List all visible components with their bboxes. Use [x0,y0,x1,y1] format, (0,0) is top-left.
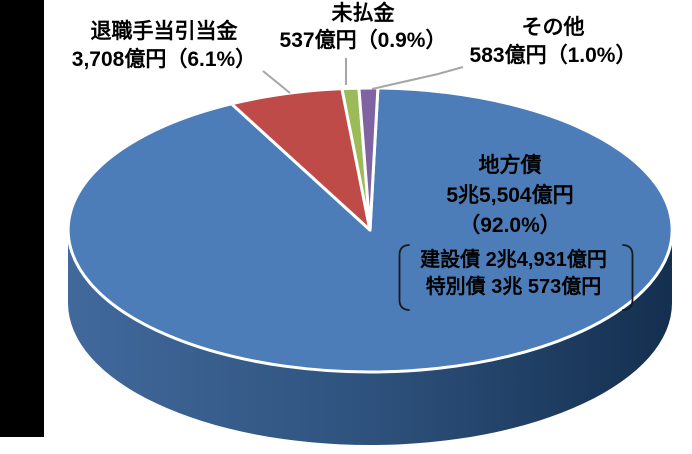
leader-lines [262,58,464,94]
pie-side-face [68,230,672,445]
label-chihosai: 地方債 5兆5,504億円 （92.0%） [404,151,616,241]
label-sonota-value: 583億円（1.0%） [469,44,637,67]
label-mibarai-value: 537億円（0.9%） [279,29,447,52]
label-breakdown-kensetsu: 建設債 2兆4,931億円 [420,249,607,271]
left-black-bar [0,0,44,437]
label-taishoku-name: 退職手当引当金 [90,20,238,43]
label-mibarai-name: 未払金 [331,2,395,25]
label-taishoku-value: 3,708億円（6.1%） [71,48,257,71]
label-breakdown-tokubetsu: 特別債 3兆 573億円 [425,276,602,298]
label-chihosai-percent: （92.0%） [459,214,561,237]
label-chihosai-name: 地方債 [478,154,542,177]
leader-line-taishoku [262,70,291,94]
bracket-right [622,244,634,311]
label-chihosai-value: 5兆5,504億円 [446,184,574,207]
leader-line-sonota [371,66,464,90]
breakdown-brackets [398,244,634,311]
label-sonota: その他 583億円（1.0%） [462,14,644,70]
bracket-left [398,244,410,311]
label-sonota-name: その他 [521,16,585,39]
label-breakdown: 建設債 2兆4,931億円 特別債 3兆 573億円 [410,247,617,301]
label-mibaraikin: 未払金 537億円（0.9%） [270,0,456,54]
label-taishoku-teate: 退職手当引当金 3,708億円（6.1%） [58,18,270,74]
